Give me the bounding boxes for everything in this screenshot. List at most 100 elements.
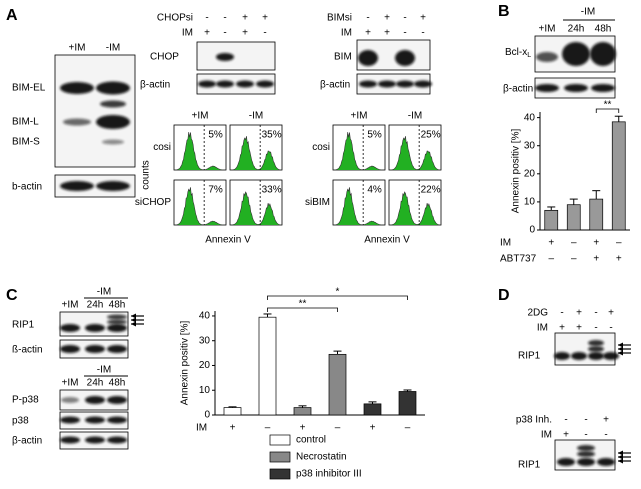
- error-bar: [263, 313, 272, 318]
- condition-sign: –: [616, 238, 622, 249]
- bar: [544, 209, 559, 231]
- sign: +: [384, 28, 390, 39]
- histogram: [333, 187, 385, 225]
- label: -IM: [408, 111, 422, 122]
- band-label: β-actin: [503, 84, 533, 95]
- band: [557, 458, 575, 466]
- sign: +: [262, 13, 268, 24]
- blot-frame: [196, 41, 276, 71]
- sign: -: [584, 415, 587, 426]
- band: [96, 181, 130, 191]
- band: [85, 345, 105, 353]
- band: [96, 115, 130, 129]
- label: -IM: [249, 111, 263, 122]
- percentage: 35%: [262, 130, 282, 141]
- band: [85, 396, 105, 404]
- label: 48h: [109, 378, 126, 389]
- sign: -: [564, 415, 567, 426]
- panel-label: A: [6, 7, 18, 24]
- legend-label: p38 inhibitor III: [296, 469, 362, 480]
- bar: [589, 198, 604, 231]
- error-bar: [228, 406, 237, 408]
- band: [564, 84, 588, 92]
- sign: -: [403, 13, 406, 24]
- row-label: CHOPsi: [157, 13, 193, 24]
- condition-sign: +: [593, 238, 599, 249]
- band: [591, 84, 615, 92]
- sign: +: [365, 28, 371, 39]
- band: [236, 80, 254, 88]
- y-tick-label: 40: [199, 311, 211, 322]
- band-label: β-actin: [320, 80, 350, 91]
- band: [554, 352, 570, 360]
- histogram: [230, 192, 282, 225]
- bar: [398, 391, 417, 416]
- y-tick-label: 0: [529, 225, 535, 236]
- row-label: siBIM: [305, 197, 330, 208]
- band-label: RIP1: [12, 320, 35, 331]
- condition-sign: +: [300, 423, 306, 434]
- condition-sign: +: [370, 423, 376, 434]
- band: [358, 50, 378, 66]
- histogram: [389, 136, 441, 170]
- error-bar: [403, 389, 412, 392]
- blot-frame: [554, 332, 616, 366]
- arrow-head: [131, 313, 136, 319]
- band: [216, 53, 234, 61]
- error-bar: [592, 190, 601, 200]
- band: [603, 352, 619, 360]
- significance-label: **: [604, 100, 612, 111]
- band-label: BIM-L: [12, 117, 39, 128]
- y-tick-label: 30: [524, 140, 536, 151]
- row-label: cosi: [312, 142, 330, 153]
- label: +IM: [69, 43, 86, 54]
- band-label: β-actin: [140, 80, 170, 91]
- sign: +: [559, 323, 565, 334]
- condition-sign: +: [548, 238, 554, 249]
- label: -IM: [97, 365, 111, 376]
- percentage: 22%: [421, 185, 441, 196]
- y-tick-label: 10: [199, 385, 211, 396]
- band-label: BIM: [334, 52, 352, 63]
- sign: -: [594, 308, 597, 319]
- band: [96, 81, 130, 95]
- sign: -: [604, 430, 607, 441]
- band: [198, 80, 216, 88]
- label: 48h: [109, 300, 126, 311]
- band-label: b-actin: [12, 182, 42, 193]
- sign: +: [608, 308, 614, 319]
- condition-sign: –: [571, 238, 577, 249]
- error-bar: [547, 206, 556, 211]
- band-label: RIP1: [518, 351, 541, 362]
- band-label: p38: [12, 416, 29, 427]
- legend-label: Necrostatin: [296, 452, 347, 463]
- label: +IM: [351, 111, 368, 122]
- panel-label: D: [498, 287, 510, 304]
- band: [100, 100, 126, 108]
- row-label: IM: [182, 28, 193, 39]
- condition-sign: +: [616, 254, 622, 265]
- label: 48h: [595, 24, 612, 35]
- histogram: [230, 136, 282, 170]
- sign: -: [366, 13, 369, 24]
- histogram: [174, 187, 226, 225]
- condition-sign: –: [335, 423, 341, 434]
- label: +IM: [539, 24, 556, 35]
- bar: [363, 403, 382, 416]
- sign: +: [576, 308, 582, 319]
- band: [85, 324, 105, 332]
- blot-frame: [54, 174, 136, 198]
- row-label: BIMsi: [327, 13, 352, 24]
- axis-label: counts: [141, 160, 152, 189]
- condition-sign: –: [405, 423, 411, 434]
- arrow-head: [618, 346, 623, 352]
- band: [216, 80, 234, 88]
- sign: +: [563, 430, 569, 441]
- band-label: BIM-EL: [12, 83, 46, 94]
- percentage: 25%: [421, 130, 441, 141]
- condition-label: IM: [196, 423, 207, 434]
- sign: -: [584, 430, 587, 441]
- sign: -: [263, 28, 266, 39]
- sign: +: [420, 13, 426, 24]
- sign: -: [205, 13, 208, 24]
